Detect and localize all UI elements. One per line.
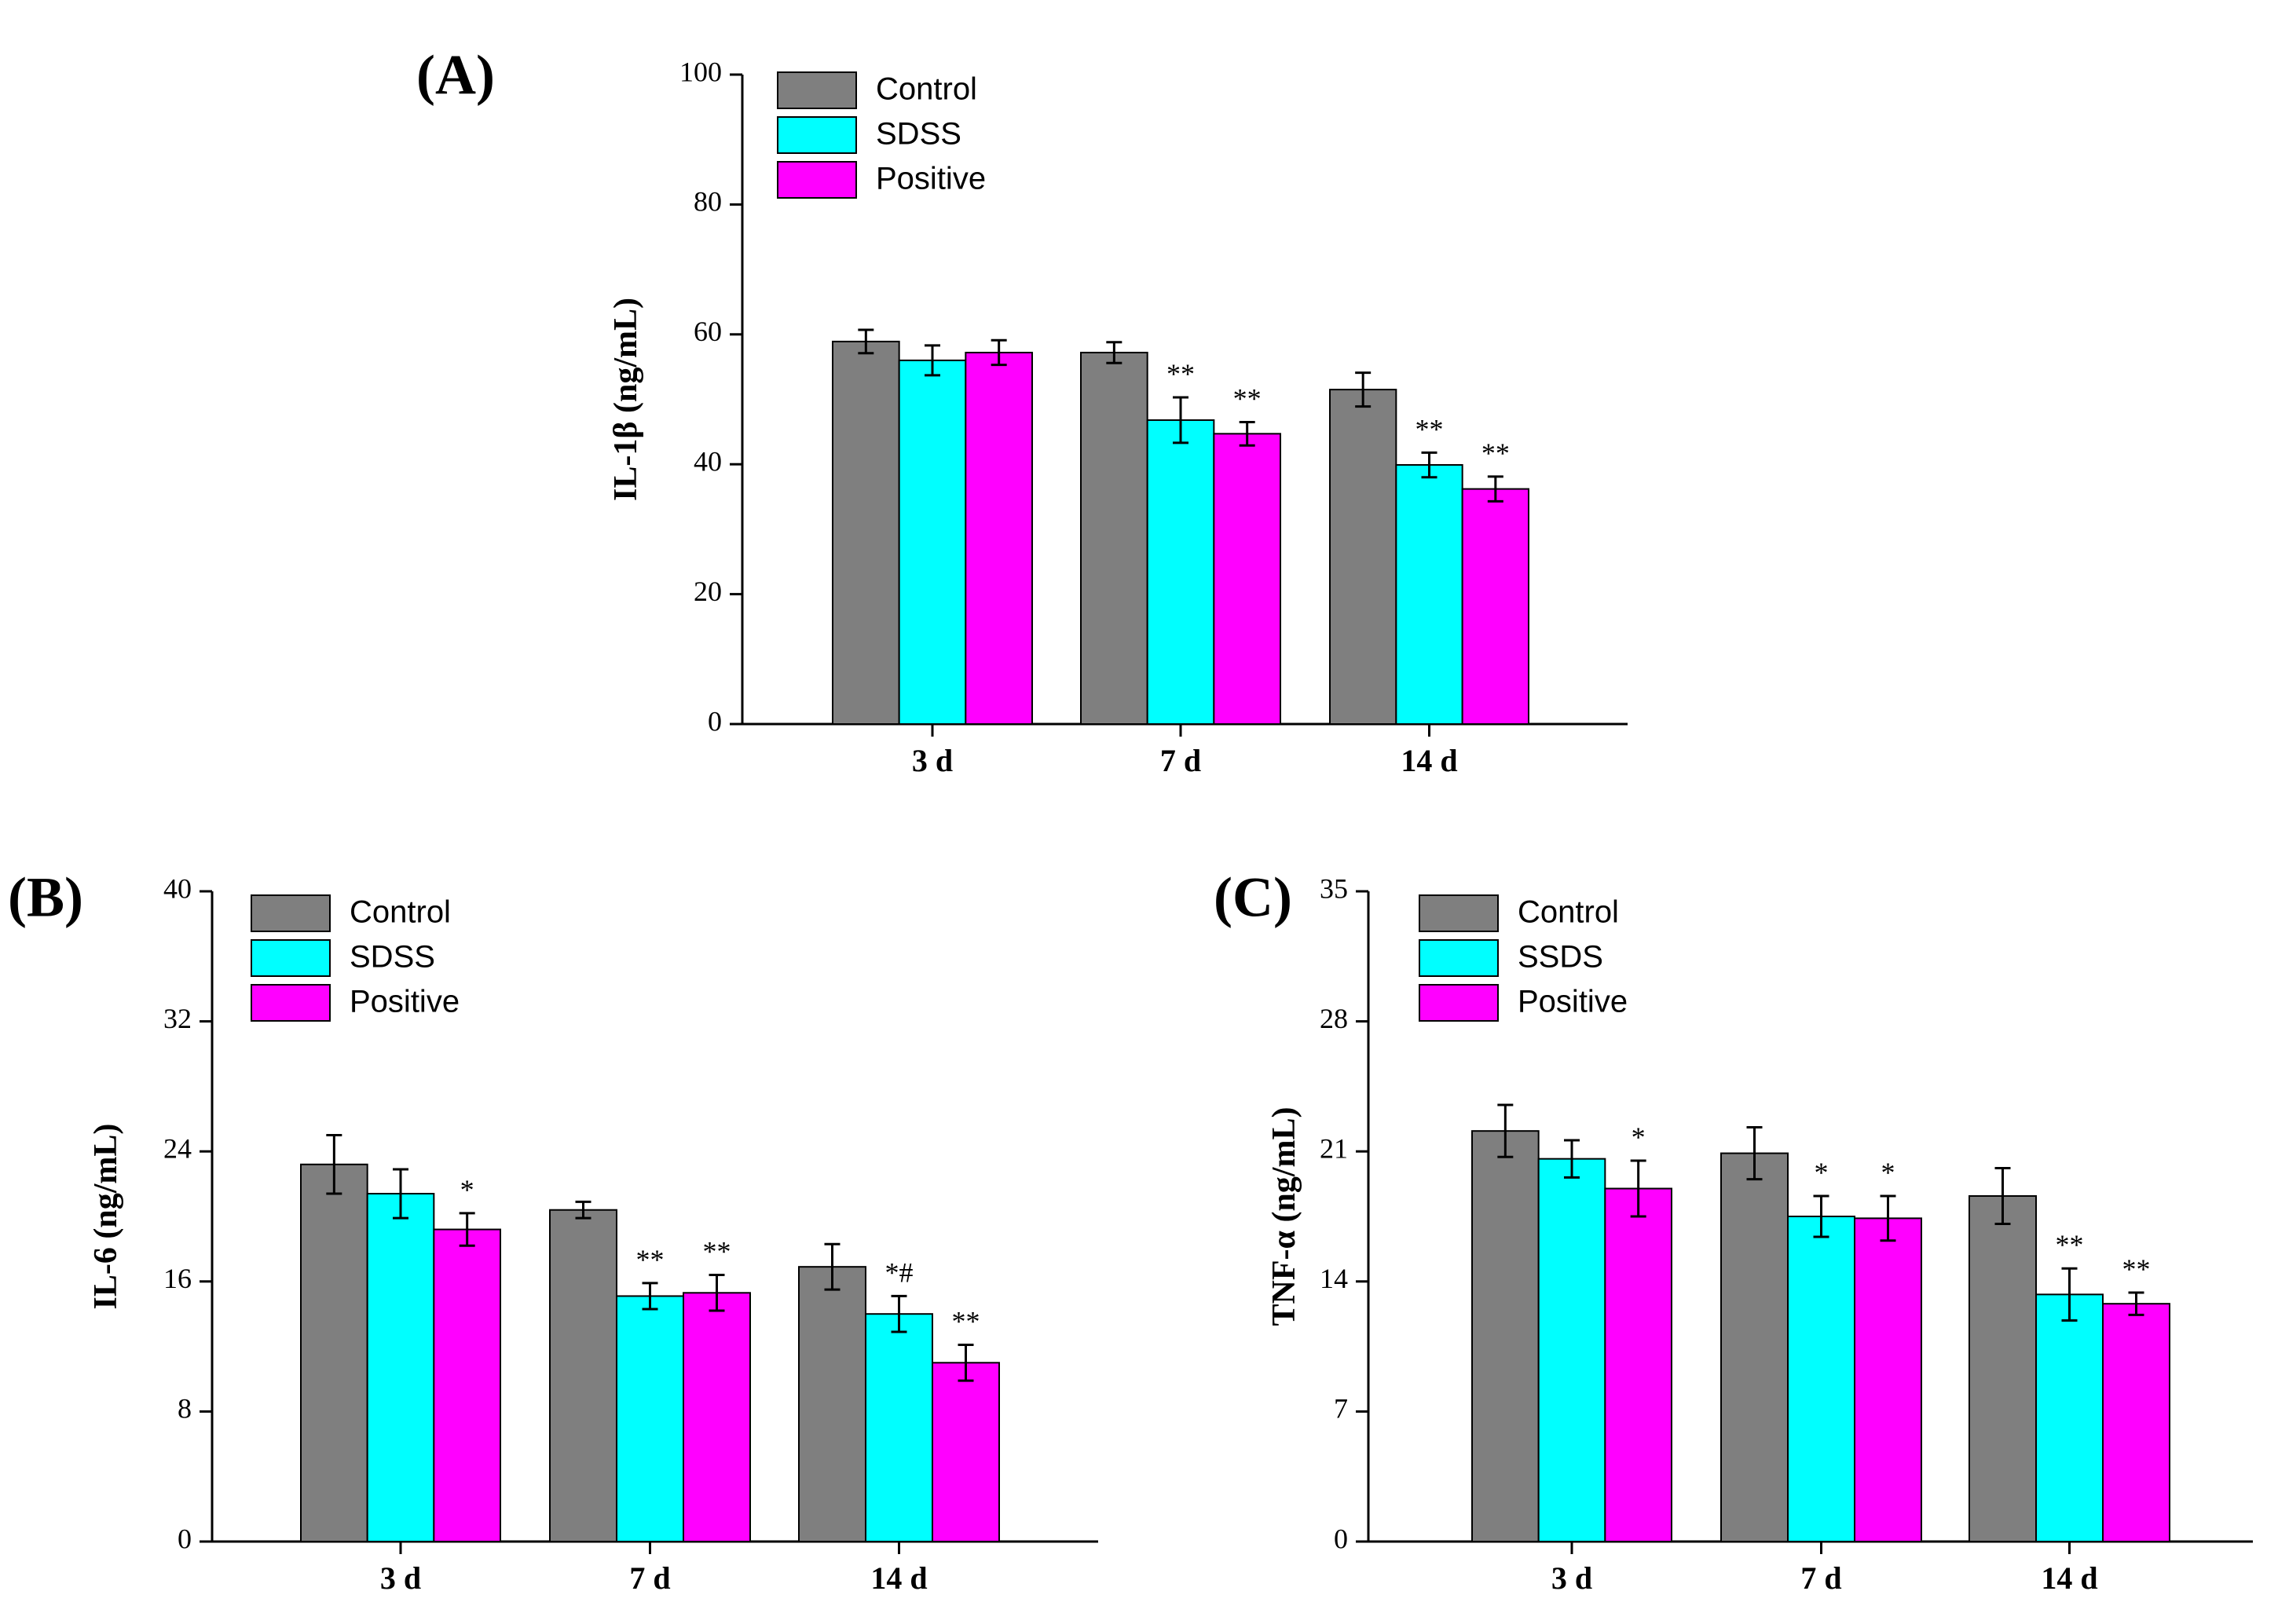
y-axis-title: TNF-α (ng/mL) <box>1266 1107 1302 1326</box>
legend-label: Positive <box>876 162 986 196</box>
legend-swatch-sdss <box>777 116 857 154</box>
y-tick-label: 40 <box>694 445 722 477</box>
x-tick-label: 14 d <box>1401 743 1457 778</box>
y-tick-label: 8 <box>178 1393 192 1425</box>
y-tick-label: 24 <box>163 1132 192 1164</box>
legend-swatch-control <box>777 71 857 109</box>
significance-marker: * <box>1881 1157 1895 1188</box>
significance-marker: ** <box>1233 382 1262 414</box>
significance-marker: * <box>1815 1157 1829 1188</box>
significance-marker: ** <box>952 1306 980 1337</box>
bar-positive-14d <box>2102 1303 2170 1543</box>
significance-marker: ** <box>2122 1253 2151 1285</box>
panel-label: (B) <box>8 866 83 929</box>
x-tick-label: 3 d <box>1551 1560 1592 1596</box>
y-tick-label: 20 <box>694 576 722 607</box>
x-tick-label: 7 d <box>629 1560 670 1596</box>
significance-marker: ** <box>1166 358 1195 390</box>
legend-swatch-positive <box>777 161 857 199</box>
y-tick-label: 21 <box>1320 1132 1348 1164</box>
bar-control-14d <box>1969 1194 2037 1543</box>
legend: Control SSDS Positive <box>1419 894 1628 1022</box>
legend-swatch-positive <box>251 984 331 1022</box>
legend-swatch-control <box>1419 894 1499 932</box>
y-tick-label: 0 <box>708 705 722 737</box>
x-tick-label: 3 d <box>912 743 953 778</box>
bar-sdss-3d <box>898 359 967 725</box>
y-tick-label: 0 <box>178 1523 192 1554</box>
significance-marker: *# <box>885 1256 914 1288</box>
x-tick-label: 14 d <box>870 1560 927 1596</box>
y-tick-label: 28 <box>1320 1003 1348 1034</box>
y-tick-label: 80 <box>694 186 722 218</box>
x-tick-label: 7 d <box>1800 1560 1841 1596</box>
bar-control-7d <box>1720 1152 1789 1542</box>
significance-marker: ** <box>2056 1229 2084 1260</box>
y-tick-label: 60 <box>694 316 722 347</box>
bar-sdss-14d <box>1395 464 1463 725</box>
bar-positive-7d <box>1213 433 1282 725</box>
panel-label: (A) <box>416 44 495 107</box>
x-tick-label: 14 d <box>2041 1560 2097 1596</box>
significance-marker: ** <box>1416 413 1444 444</box>
legend-swatch-control <box>251 894 331 932</box>
y-tick-label: 7 <box>1334 1393 1348 1425</box>
y-tick-label: 35 <box>1320 872 1348 904</box>
y-tick-label: 32 <box>163 1003 192 1034</box>
significance-marker: ** <box>1481 437 1510 469</box>
bar-sdss-7d <box>1146 419 1215 725</box>
bar-ssds-14d <box>2035 1293 2104 1542</box>
chart-panel-2: (B) 0 8 16 24 32 40 IL-6 (ng/mL) 3 d * 7 d ** ** 14 d… <box>8 866 1098 1596</box>
legend-label: Control <box>350 895 451 930</box>
significance-marker: ** <box>703 1236 731 1267</box>
y-tick-label: 40 <box>163 872 192 904</box>
bar-sdss-14d <box>865 1313 933 1542</box>
legend-label: SSDS <box>1518 940 1603 975</box>
legend-label: Positive <box>350 985 460 1019</box>
bar-positive-3d <box>1604 1187 1673 1542</box>
legend-swatch-ssds <box>1419 939 1499 977</box>
bar-control-14d <box>798 1266 866 1543</box>
bar-positive-7d <box>1854 1217 1922 1542</box>
y-tick-label: 0 <box>1334 1523 1348 1554</box>
x-tick-label: 7 d <box>1160 743 1201 778</box>
bar-control-3d <box>1471 1130 1540 1542</box>
y-tick-label: 100 <box>679 56 722 87</box>
bar-control-7d <box>1080 351 1148 725</box>
bar-control-3d <box>300 1163 368 1542</box>
legend-label: Control <box>876 72 977 107</box>
bar-positive-14d <box>1461 488 1529 725</box>
panel-label: (C) <box>1214 866 1292 929</box>
y-axis-title: IL-1β (ng/mL) <box>608 298 644 501</box>
bar-control-7d <box>549 1209 617 1542</box>
legend-label: Control <box>1518 895 1619 930</box>
chart-panel-1: (A) 0 20 40 60 80 100 IL-1β (ng/mL) 3 d 7 d ** ** 14… <box>416 44 1628 778</box>
bar-positive-3d <box>965 351 1034 725</box>
bar-control-3d <box>832 340 900 725</box>
significance-marker: * <box>460 1174 474 1205</box>
significance-marker: * <box>1632 1121 1646 1153</box>
y-tick-label: 16 <box>163 1263 192 1294</box>
bar-ssds-3d <box>1537 1158 1606 1542</box>
x-tick-label: 3 d <box>380 1560 421 1596</box>
legend: Control SDSS Positive <box>251 894 460 1022</box>
legend-label: SDSS <box>876 117 961 152</box>
legend-label: Positive <box>1518 985 1628 1019</box>
bar-control-14d <box>1329 389 1397 725</box>
bar-positive-7d <box>683 1292 751 1543</box>
legend-label: SDSS <box>350 940 435 975</box>
bar-ssds-7d <box>1787 1216 1855 1542</box>
legend: Control SDSS Positive <box>777 71 986 199</box>
bar-positive-14d <box>932 1362 1000 1543</box>
y-axis-title: IL-6 (ng/mL) <box>88 1124 124 1310</box>
significance-marker: ** <box>636 1244 665 1275</box>
bar-sdss-3d <box>366 1193 435 1543</box>
legend-swatch-positive <box>1419 984 1499 1022</box>
legend-swatch-sdss <box>251 939 331 977</box>
bar-positive-3d <box>433 1228 501 1543</box>
bar-sdss-7d <box>616 1295 684 1543</box>
y-tick-label: 14 <box>1320 1263 1348 1294</box>
